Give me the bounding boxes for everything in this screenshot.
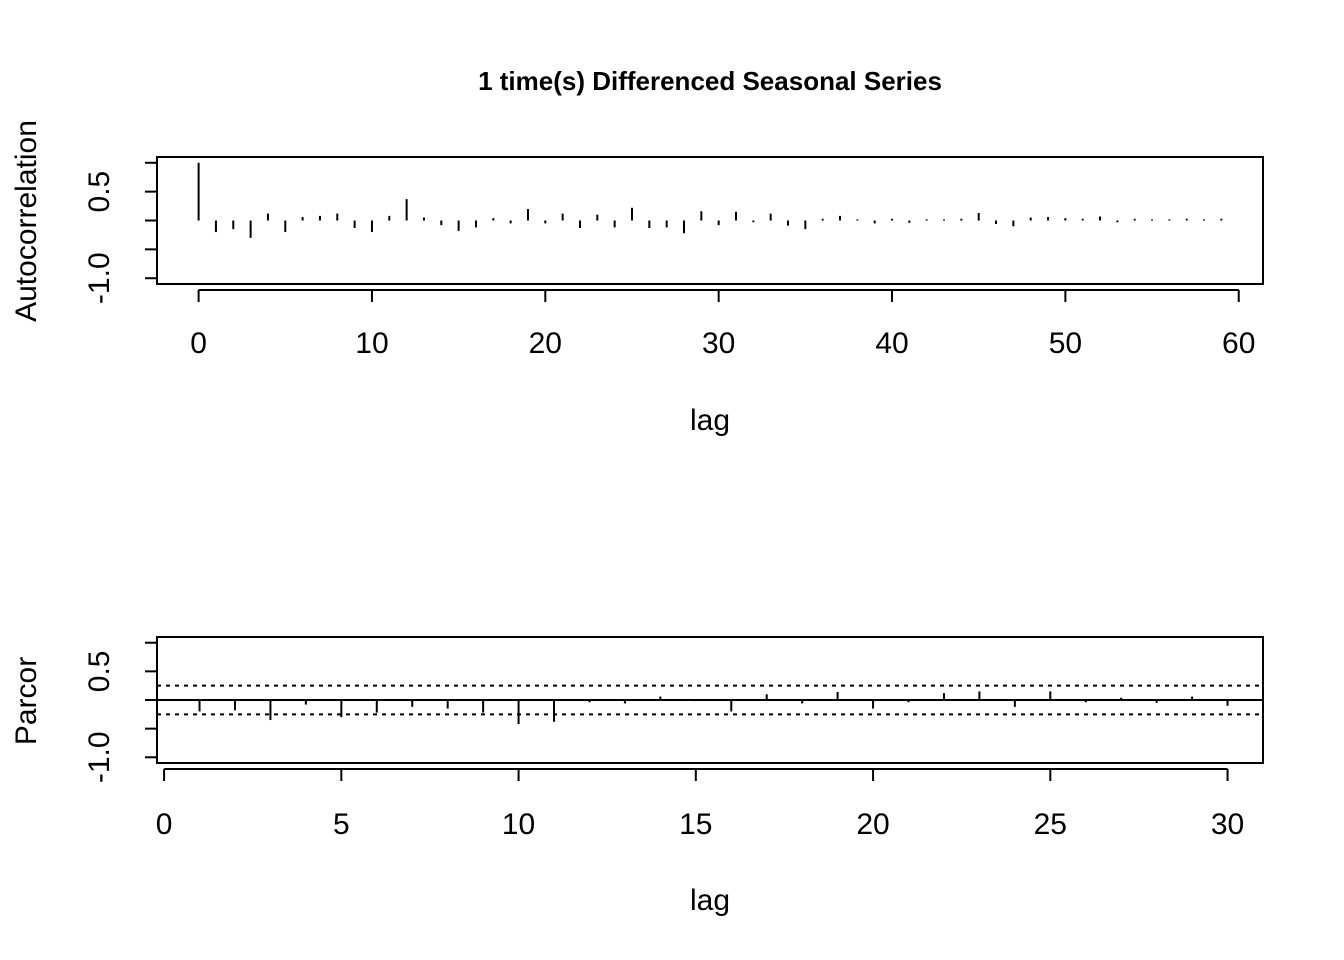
pacf-panel: Parcor lag 0 5 10 15 20 25 30 -1.0 0.5 bbox=[10, 636, 1264, 917]
acf-x-label: lag bbox=[690, 404, 730, 437]
pacf-x-tick-label: 30 bbox=[1211, 808, 1244, 841]
acf-y-label: Autocorrelation bbox=[10, 120, 43, 322]
acf-x-tick-label: 60 bbox=[1222, 327, 1255, 360]
acf-x-tick-label: 50 bbox=[1049, 327, 1082, 360]
pacf-x-tick-label: 15 bbox=[679, 808, 712, 841]
pacf-x-tick-label: 0 bbox=[156, 808, 173, 841]
acf-x-tick-label: 40 bbox=[875, 327, 908, 360]
pacf-x-tick-label: 25 bbox=[1034, 808, 1067, 841]
acf-y-tick-label: -1.0 bbox=[83, 252, 116, 304]
acf-plot-frame bbox=[156, 156, 1264, 285]
pacf-x-tick-label: 20 bbox=[856, 808, 889, 841]
pacf-x-tick-label: 10 bbox=[502, 808, 535, 841]
acf-x-tick-label: 0 bbox=[190, 327, 207, 360]
acf-x-tick-label: 10 bbox=[355, 327, 388, 360]
acf-x-tick-label: 20 bbox=[529, 327, 562, 360]
acf-y-tick-label: 0.5 bbox=[83, 171, 116, 213]
pacf-x-label: lag bbox=[690, 884, 730, 917]
pacf-y-tick-label: -1.0 bbox=[83, 731, 116, 783]
chart-title: 1 time(s) Differenced Seasonal Series bbox=[478, 66, 942, 96]
pacf-x-tick-label: 5 bbox=[333, 808, 350, 841]
pacf-y-tick-label: 0.5 bbox=[83, 651, 116, 693]
pacf-y-label: Parcor bbox=[10, 657, 43, 745]
acf-panel: Autocorrelation lag 0 10 20 30 40 50 60 -1.0 0.5 bbox=[10, 120, 1264, 437]
acf-x-tick-label: 30 bbox=[702, 327, 735, 360]
